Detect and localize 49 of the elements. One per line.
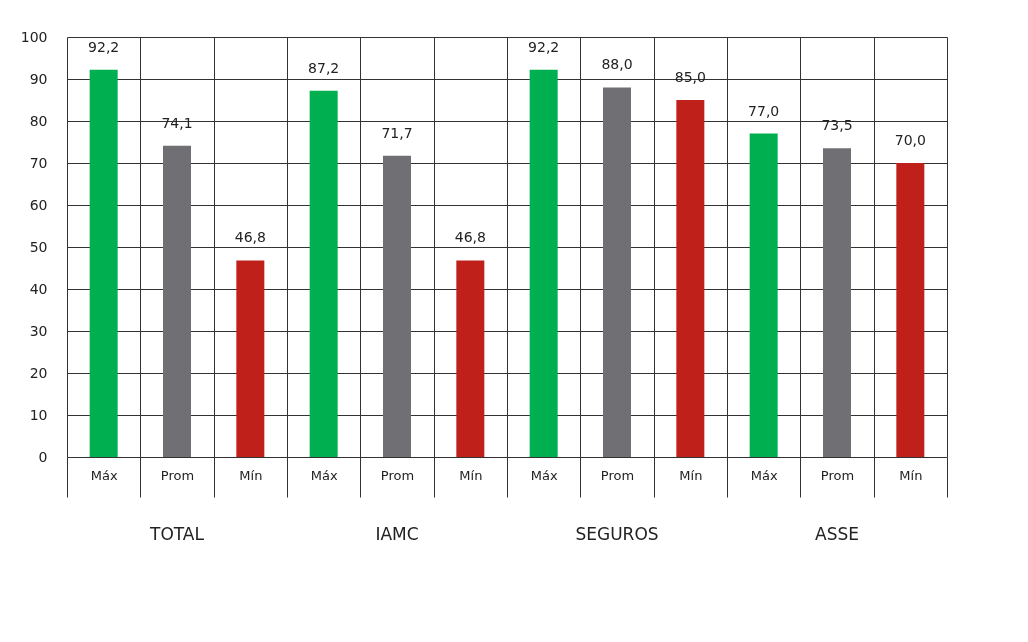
data-label: 87,2: [308, 59, 340, 76]
y-tick-label: 90: [29, 70, 48, 87]
data-label: 73,5: [821, 117, 853, 134]
data-label: 92,2: [528, 38, 560, 55]
y-tick-label: 30: [29, 322, 48, 339]
x-tick-label: Mín: [459, 467, 483, 483]
bar: [749, 133, 778, 457]
data-label: 88,0: [601, 56, 633, 73]
y-tick-label: 100: [20, 28, 48, 45]
bar: [676, 100, 705, 457]
y-tick-label: 60: [29, 196, 48, 213]
x-tick-label: Prom: [160, 467, 195, 483]
bar: [823, 148, 851, 457]
bar: [163, 145, 191, 457]
x-tick-label: Máx: [90, 467, 118, 483]
text: IAMC: [375, 524, 419, 544]
x-tick-label: Mín: [899, 467, 923, 483]
x-tick-label: Mín: [239, 467, 263, 483]
y-tick-label: 70: [29, 154, 48, 171]
bar: [456, 260, 485, 457]
x-tick-label: Prom: [380, 467, 415, 483]
bar: [603, 87, 631, 457]
bar: [236, 260, 265, 457]
y-tick-label: 10: [29, 406, 48, 423]
bar: [383, 155, 411, 457]
y-tick-label: 50: [29, 238, 48, 255]
text: TOTAL: [149, 524, 205, 544]
data-label: 46,8: [234, 229, 266, 246]
x-tick-label: Máx: [530, 467, 558, 483]
x-tick-label: Mín: [679, 467, 703, 483]
x-tick-label: Máx: [750, 467, 778, 483]
data-label: 92,2: [88, 38, 120, 55]
text: SEGUROS: [575, 524, 659, 544]
x-tick-label: Prom: [820, 467, 855, 483]
y-tick-label: 80: [29, 112, 48, 129]
data-label: 70,0: [894, 132, 926, 148]
bar: [529, 69, 558, 457]
data-label: 46,8: [454, 229, 486, 246]
x-tick-label: Máx: [310, 467, 338, 483]
bar: [896, 163, 925, 457]
data-label: 71,7: [381, 124, 413, 141]
y-tick-label: 20: [29, 364, 48, 381]
data-label: 77,0: [748, 102, 780, 119]
bar: [309, 90, 338, 457]
x-tick-label: Prom: [600, 467, 635, 483]
bar: [89, 69, 118, 457]
y-tick-label: 0: [38, 448, 48, 465]
y-tick-label: 40: [29, 280, 48, 297]
text: ASSE: [815, 524, 859, 544]
